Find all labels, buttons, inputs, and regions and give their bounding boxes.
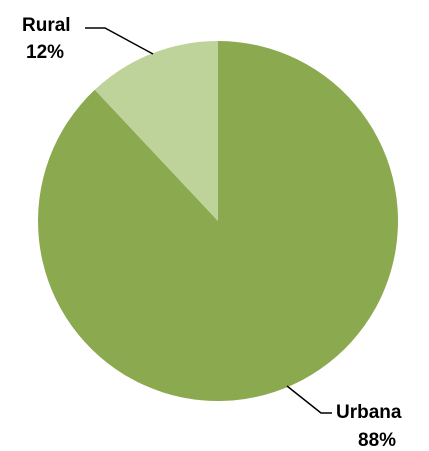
slice-label-urbana: Urbana — [336, 402, 402, 423]
slice-value-rural: 12% — [26, 42, 64, 63]
pie-slice-rural — [94, 41, 218, 221]
slice-label-rural: Rural — [22, 15, 71, 36]
pie-slices — [38, 41, 399, 401]
slice-value-urbana: 88% — [358, 430, 396, 451]
pie-slice-urbana — [38, 41, 399, 401]
leader-line-rural — [85, 27, 154, 55]
leader-line-urbana — [286, 385, 332, 414]
